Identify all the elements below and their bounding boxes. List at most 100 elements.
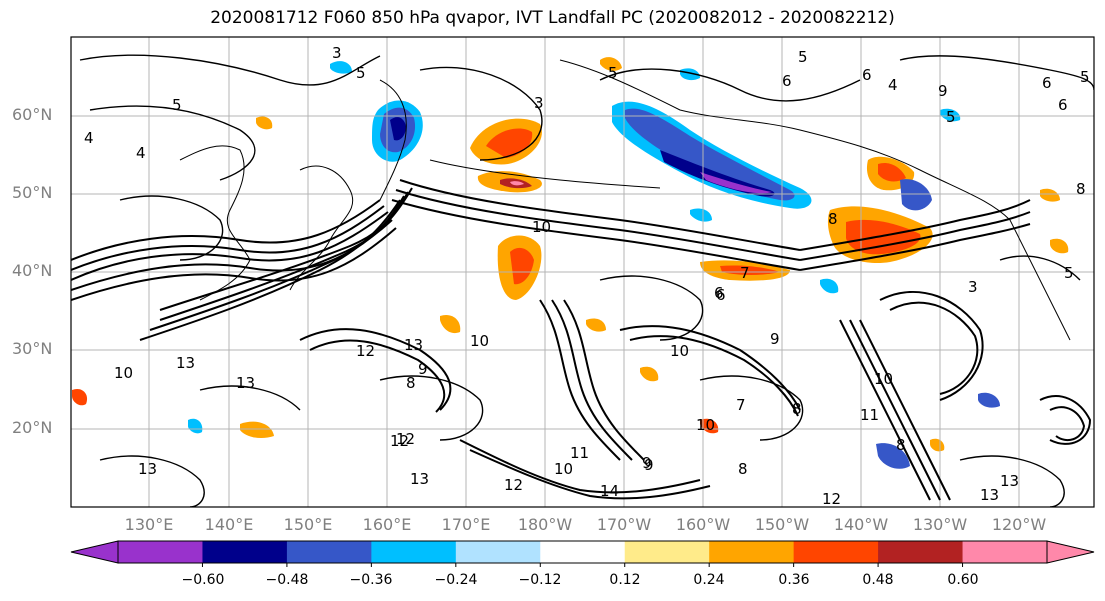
contour-label: 4 [136,144,146,162]
colorbar-segment [878,541,964,563]
lon-label: 150°W [754,515,810,534]
contour-label: 13 [236,374,255,392]
contour-label: 11 [860,406,879,424]
colorbar-segment [624,541,710,563]
colorbar-tick-label: 0.60 [947,572,979,588]
contour-label: 8 [406,374,416,392]
contour-label: 5 [172,96,182,114]
lat-label: 60°N [12,105,53,124]
colorbar-segment [793,541,879,563]
contour-label: 7 [740,264,750,282]
contour-label: 9 [938,82,948,100]
contour-label: 8 [828,210,838,228]
contour-label: 13 [410,470,429,488]
colorbar-tick-label: 0.12 [609,572,641,588]
contour-label: 5 [608,64,618,82]
contour-label: 11 [570,444,589,462]
colorbar-segment [709,541,795,563]
colorbar-tick-label: 0.36 [778,572,810,588]
colorbar-tick-label: 0.48 [862,572,894,588]
contour-label: 13 [980,486,999,504]
contour-label: 8 [792,400,802,418]
contour-label: 9 [770,330,780,348]
contour-label: 4 [84,129,94,147]
contour-label: 10 [696,416,715,434]
colorbar-segment [371,541,457,563]
contour-label: 7 [736,396,746,414]
contour-label: 6 [1058,96,1068,114]
contour-label: 12 [822,490,841,508]
map-frame [70,36,1095,508]
colorbar-segment [962,541,1048,563]
ivt-contours [71,179,1092,501]
colorbar-segment [118,541,203,563]
contour-label: 4 [888,76,898,94]
lat-label: 40°N [12,261,53,280]
lon-label: 170°W [596,515,652,534]
contour-label: 13 [176,354,195,372]
lon-label: 130°W [912,515,968,534]
contour-label: 6 [1042,74,1052,92]
contour-label: 12 [356,342,375,360]
contour-label: 12 [396,430,415,448]
lon-label: 130°E [124,515,174,534]
contour-label: 10 [114,364,133,382]
contour-label: 14 [600,482,619,500]
contour-label: 6 [862,66,872,84]
lon-label: 170°E [441,515,491,534]
contour-label: 10 [670,342,689,360]
colorbar-extend-min [70,540,119,564]
lat-label: 30°N [12,339,53,358]
contour-label: 10 [874,370,893,388]
lon-label: 150°E [283,515,333,534]
contour-label: 6 [782,72,792,90]
contour-label: 6 [716,286,726,304]
map-title: 2020081712 F060 850 hPa qvapor, IVT Land… [210,8,895,28]
colorbar-extend-max [1046,540,1095,564]
contour-label: 3 [534,94,544,112]
contour-label: 10 [532,218,551,236]
coastlines [179,59,1071,341]
lat-label: 20°N [12,418,53,437]
colorbar-segment [540,541,626,563]
colorbar-segment [455,541,541,563]
moisture-contours [79,54,1094,507]
contour-label: 10 [554,460,573,478]
colorbar-tick-label: −0.36 [349,572,393,588]
contour-label: 9 [644,456,654,474]
contour-label: 9 [642,454,652,472]
lon-label: 180°W [517,515,573,534]
colorbar-tick-label: 0.24 [693,572,725,588]
lon-label: 160°E [362,515,412,534]
graticule [71,37,1094,507]
lon-label: 160°W [675,515,731,534]
contour-label: 5 [1080,68,1090,86]
contour-label: 3 [332,44,342,62]
contour-label: 13 [404,336,423,354]
lon-label: 140°E [204,515,254,534]
contour-label: 12 [504,476,523,494]
colorbar-tick-label: −0.60 [181,572,225,588]
contour-label: 8 [896,436,906,454]
contour-label: 10 [470,332,489,350]
colorbar-tick-label: −0.12 [518,572,562,588]
contour-label: 3 [968,278,978,296]
colorbar-tick-label: −0.48 [265,572,309,588]
contour-label: 12 [390,432,409,450]
lat-label: 50°N [12,183,53,202]
contour-label: 5 [356,64,366,82]
contour-labels: 3 5 5 4 5 5 6 6 5 9 6 5 4 3 6 8 8 10 6 4… [84,44,1090,508]
contour-label: 8 [738,460,748,478]
contour-label: 13 [138,460,157,478]
contour-label: 5 [798,48,808,66]
colorbar-outline [117,540,1048,564]
contour-label: 5 [946,108,956,126]
contour-label: 6 [714,284,724,302]
colorbar-tick-label: −0.24 [434,572,478,588]
colorbar [70,540,1095,567]
contour-label: 5 [1064,264,1074,282]
contour-label: 9 [418,360,428,378]
colorbar-segment [202,541,288,563]
contour-label: 8 [1076,180,1086,198]
